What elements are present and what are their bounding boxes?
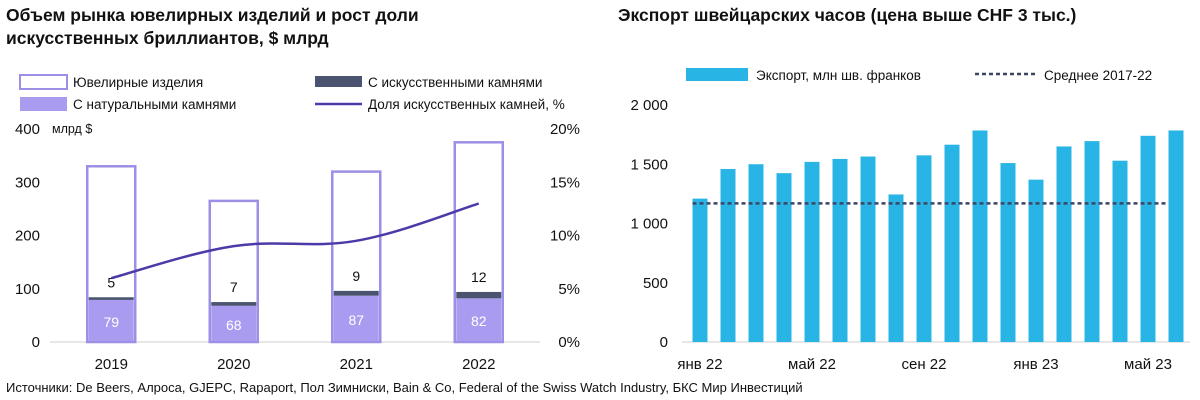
left-y2-tick-label: 10% <box>550 228 580 245</box>
bar-exports <box>1140 135 1156 342</box>
legend-swatch-lab-grown <box>315 76 362 87</box>
right-bars <box>692 130 1184 342</box>
right-y-tick-label: 2 000 <box>630 97 668 114</box>
legend-swatch-exports <box>686 68 748 81</box>
right-y-tick-label: 0 <box>660 334 668 351</box>
left-chart-title-line-2: искусственных бриллиантов, $ млрд <box>6 28 329 48</box>
left-chart: Объем рынка ювелирных изделий и рост дол… <box>6 5 580 373</box>
legend-label-lab-grown: С искусственными камнями <box>368 75 542 90</box>
right-y-axis: 0 500 1 000 1 500 2 000 <box>630 97 668 351</box>
right-x-tick-label: май 22 <box>788 356 836 373</box>
left-x-axis: 2019 2020 2021 2022 <box>95 356 496 373</box>
left-x-tick-label: 2022 <box>462 356 495 373</box>
source-note: Источники: De Beers, Алроса, GJEPC, Rapa… <box>6 380 803 395</box>
left-x-tick-label: 2019 <box>95 356 128 373</box>
bar-exports <box>1112 160 1128 342</box>
left-x-tick-label: 2021 <box>340 356 373 373</box>
bar-exports <box>916 155 932 342</box>
right-y-tick-label: 1 000 <box>630 216 668 233</box>
right-y-tick-label: 500 <box>643 275 668 292</box>
legend-label-natural: С натуральными камнями <box>73 97 236 112</box>
bar-lab-grown <box>211 302 257 306</box>
left-y-tick-label: 100 <box>15 281 40 298</box>
right-y-tick-label: 1 500 <box>630 156 668 173</box>
left-y-unit-label: млрд $ <box>52 122 92 136</box>
bar-exports <box>1000 163 1016 342</box>
bar-lab-grown <box>456 291 502 299</box>
bar-exports <box>1084 141 1100 342</box>
bar-natural <box>88 299 134 341</box>
left-y-axis: 0 100 200 300 400 <box>15 121 40 351</box>
legend-label-average: Среднее 2017-22 <box>1044 68 1152 83</box>
bar-exports <box>944 144 960 342</box>
legend-label-share-line: Доля искусственных камней, % <box>368 97 565 112</box>
data-label-natural: 68 <box>226 317 242 333</box>
bar-exports <box>776 173 792 342</box>
left-y-tick-label: 0 <box>32 334 40 351</box>
bar-exports <box>1056 146 1072 342</box>
left-y-tick-label: 300 <box>15 174 40 191</box>
bar-natural <box>211 305 257 341</box>
bar-natural <box>333 295 379 341</box>
data-label-lab-grown: 9 <box>352 268 360 284</box>
right-legend: Экспорт, млн шв. франков Среднее 2017-22 <box>686 68 1152 83</box>
bar-exports <box>692 198 708 342</box>
data-label-lab-grown: 5 <box>107 274 115 290</box>
right-x-axis: янв 22 май 22 сен 22 янв 23 май 23 <box>677 356 1172 373</box>
left-y-tick-label: 200 <box>15 228 40 245</box>
share-line-path <box>110 202 480 280</box>
left-y2-tick-label: 0% <box>558 334 580 351</box>
left-y-tick-label: 400 <box>15 121 40 138</box>
right-x-tick-label: сен 22 <box>902 356 947 373</box>
data-label-lab-grown: 12 <box>471 269 487 285</box>
legend-label-exports: Экспорт, млн шв. франков <box>756 68 921 83</box>
data-label-natural: 87 <box>348 312 364 328</box>
left-chart-title-line-1: Объем рынка ювелирных изделий и рост дол… <box>6 5 419 25</box>
left-legend: Ювелирные изделия С искусственными камня… <box>19 74 565 112</box>
data-label-lab-grown: 7 <box>230 279 238 295</box>
bar-exports <box>748 164 764 342</box>
right-x-tick-label: май 23 <box>1124 356 1172 373</box>
legend-label-jewelry: Ювелирные изделия <box>73 75 203 90</box>
left-y2-tick-label: 20% <box>550 121 580 138</box>
left-y2-tick-label: 5% <box>558 281 580 298</box>
bar-exports <box>1028 179 1044 342</box>
left-bars: 79 5 68 7 87 9 82 12 <box>86 141 504 344</box>
left-x-tick-label: 2020 <box>217 356 250 373</box>
bar-exports <box>888 194 904 342</box>
left-share-line <box>110 202 480 280</box>
right-chart: Экспорт швейцарских часов (цена выше CHF… <box>618 5 1190 373</box>
bar-exports <box>1168 130 1184 342</box>
legend-swatch-natural <box>20 97 67 111</box>
right-x-tick-label: янв 23 <box>1013 356 1058 373</box>
right-x-tick-label: янв 22 <box>677 356 722 373</box>
left-y2-axis: 0% 5% 10% 15% 20% <box>550 121 580 351</box>
bar-natural <box>456 298 502 341</box>
bar-exports <box>720 168 736 342</box>
bar-exports <box>972 130 988 342</box>
left-y2-tick-label: 15% <box>550 174 580 191</box>
bar-exports <box>804 161 820 342</box>
legend-swatch-jewelry <box>19 74 68 90</box>
data-label-natural: 79 <box>103 314 119 330</box>
bar-exports <box>860 156 876 342</box>
bar-exports <box>832 158 848 342</box>
bar-lab-grown <box>333 290 379 296</box>
data-label-natural: 82 <box>471 313 487 329</box>
right-chart-title: Экспорт швейцарских часов (цена выше CHF… <box>618 5 1076 25</box>
bar-lab-grown <box>88 297 134 300</box>
